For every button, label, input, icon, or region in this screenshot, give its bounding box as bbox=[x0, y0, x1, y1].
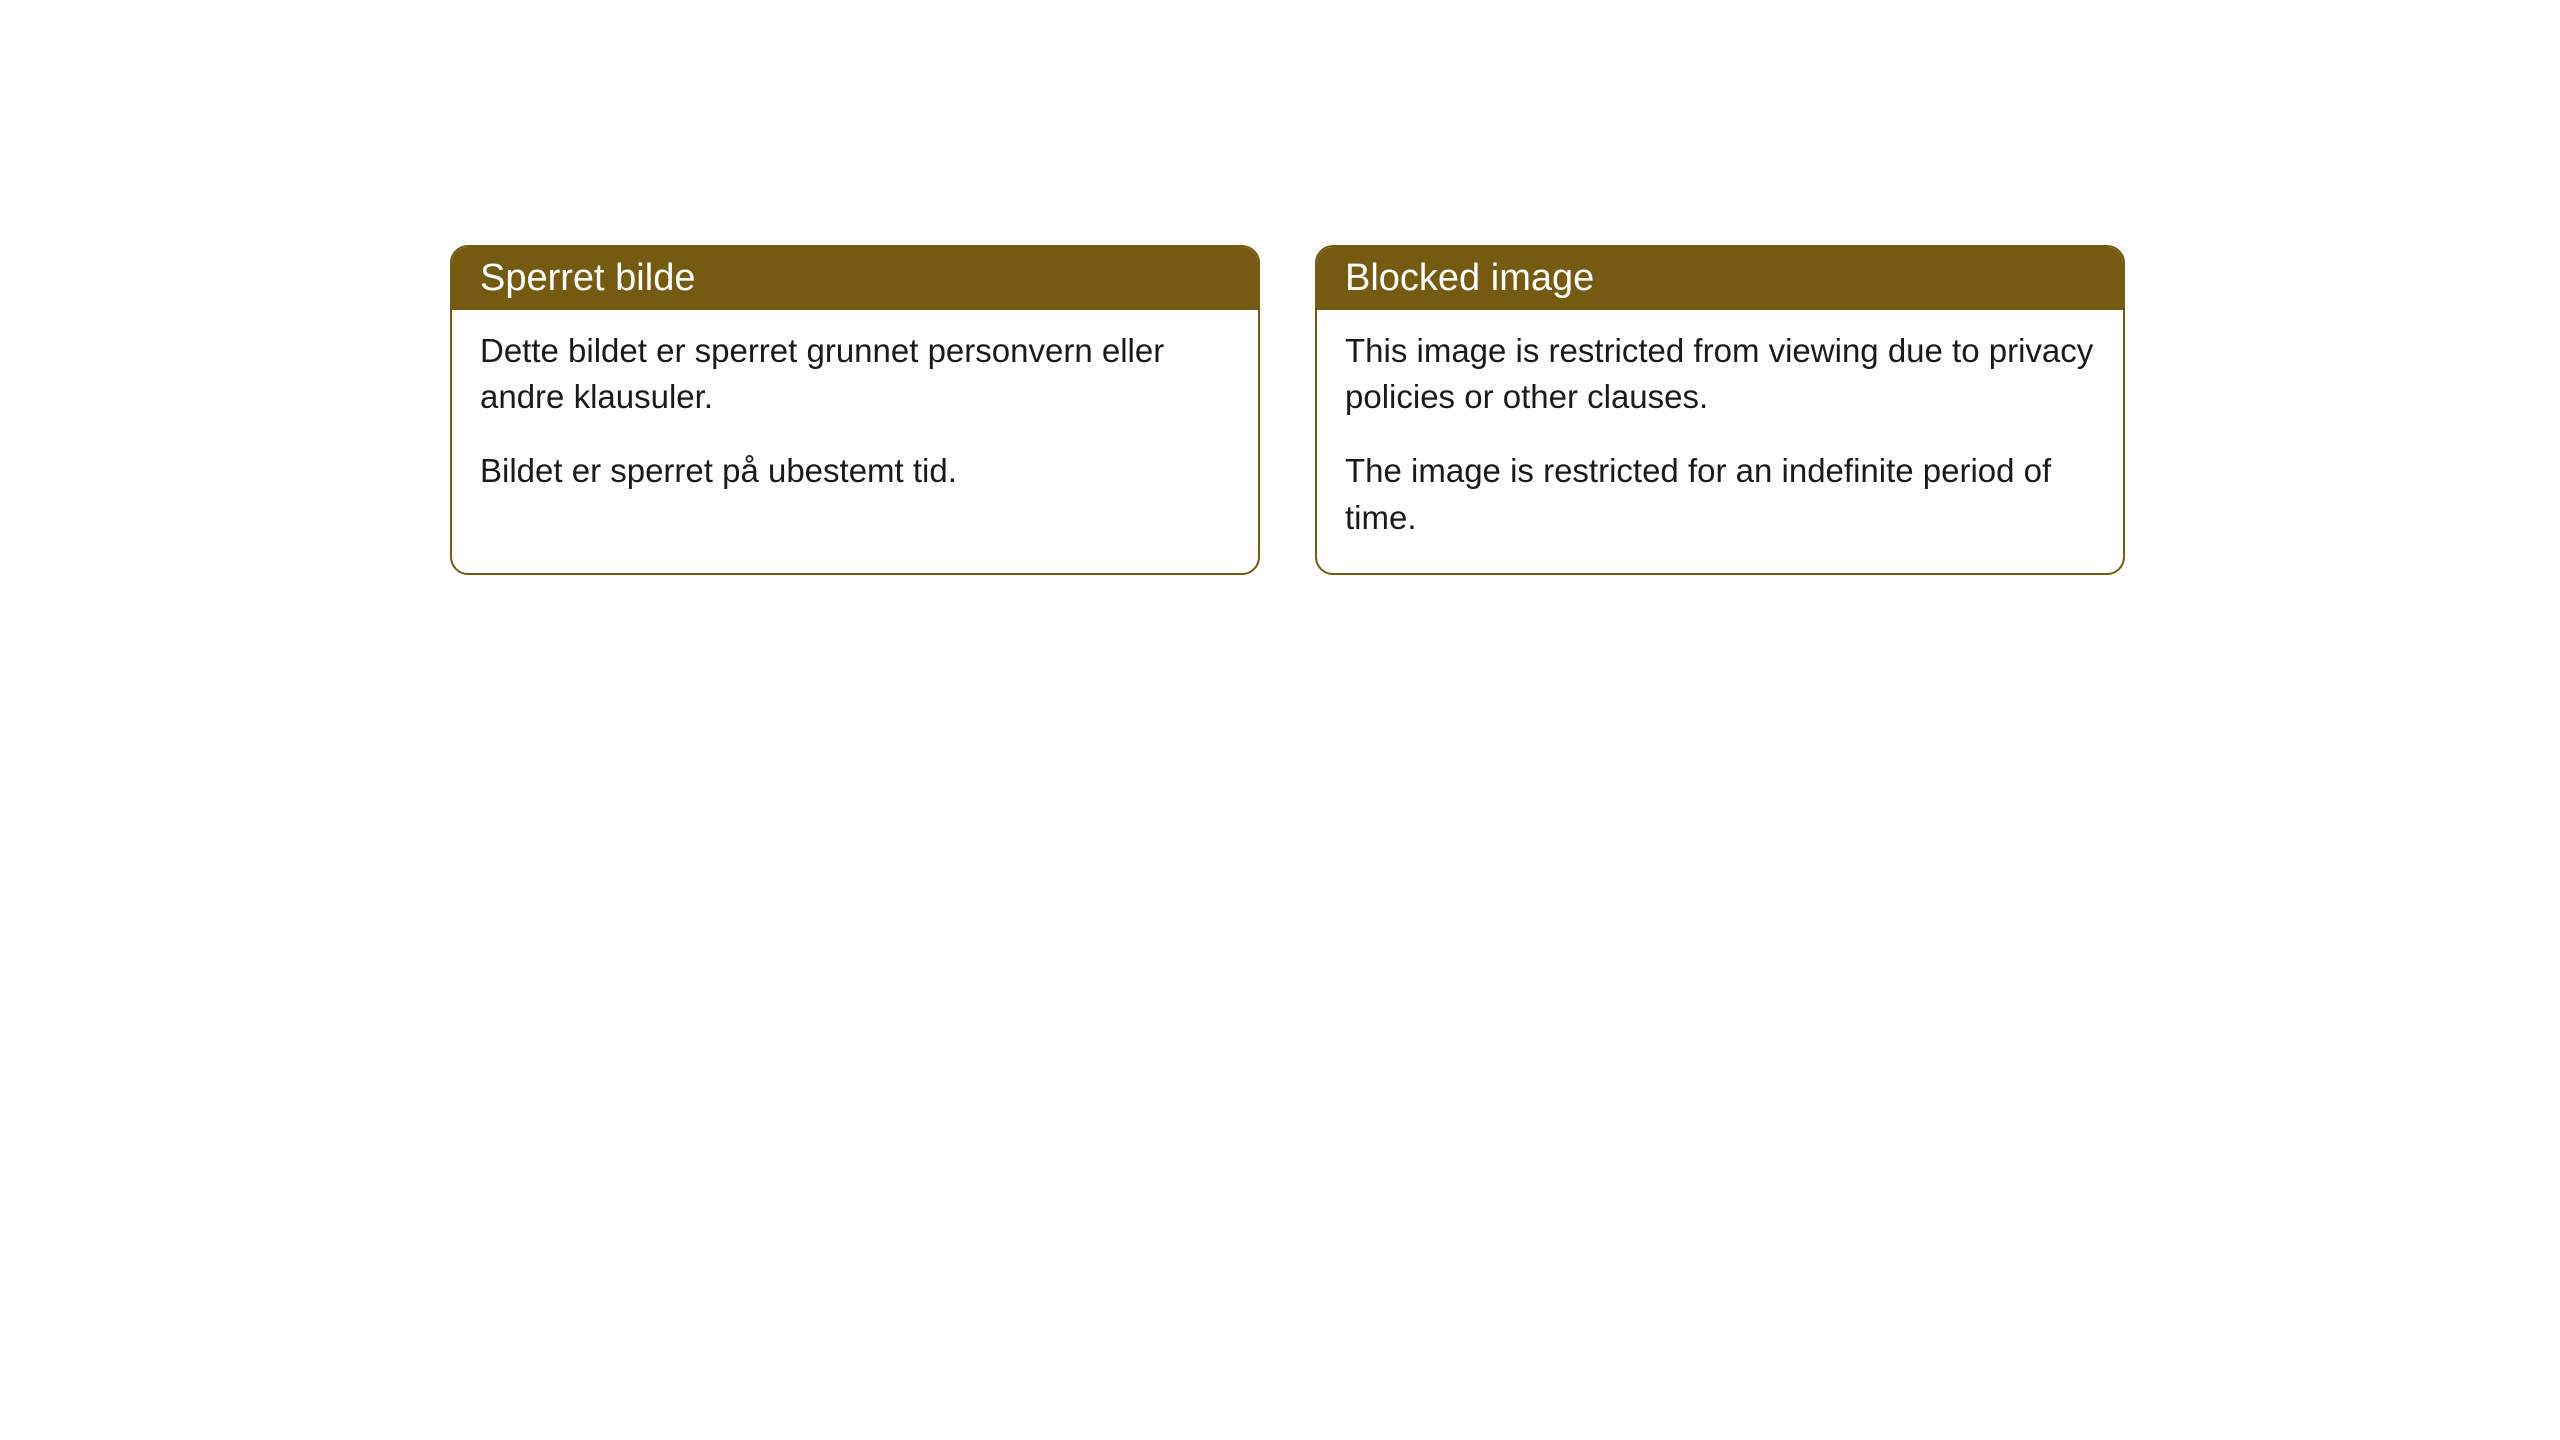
card-header-en: Blocked image bbox=[1317, 247, 2123, 310]
blocked-image-card-en: Blocked image This image is restricted f… bbox=[1315, 245, 2125, 575]
card-title-no: Sperret bilde bbox=[480, 257, 695, 299]
blocked-image-card-no: Sperret bilde Dette bildet er sperret gr… bbox=[450, 245, 1260, 575]
card-header-no: Sperret bilde bbox=[452, 247, 1258, 310]
card-paragraph-2-en: The image is restricted for an indefinit… bbox=[1345, 448, 2095, 540]
info-cards-container: Sperret bilde Dette bildet er sperret gr… bbox=[450, 245, 2125, 575]
card-body-no: Dette bildet er sperret grunnet personve… bbox=[452, 310, 1258, 527]
card-paragraph-1-en: This image is restricted from viewing du… bbox=[1345, 328, 2095, 420]
card-body-en: This image is restricted from viewing du… bbox=[1317, 310, 2123, 573]
card-paragraph-1-no: Dette bildet er sperret grunnet personve… bbox=[480, 328, 1230, 420]
card-paragraph-2-no: Bildet er sperret på ubestemt tid. bbox=[480, 448, 1230, 494]
card-title-en: Blocked image bbox=[1345, 257, 1594, 299]
